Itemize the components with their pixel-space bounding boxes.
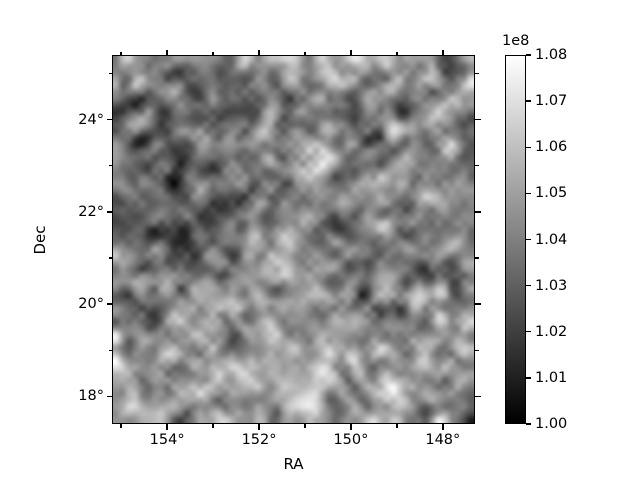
y-tick-minor-right bbox=[475, 165, 479, 167]
colorbar-tick-label: 1.00 bbox=[535, 416, 568, 432]
colorbar-tick-label: 1.02 bbox=[535, 323, 568, 340]
x-tick-major-top bbox=[350, 49, 352, 55]
colorbar-tick bbox=[526, 238, 531, 241]
y-tick-major bbox=[106, 303, 112, 305]
colorbar-tick-label: 1.03 bbox=[535, 277, 568, 294]
colorbar-tick bbox=[526, 146, 531, 148]
x-tick-minor bbox=[304, 424, 306, 428]
y-axis-label: Dec bbox=[31, 225, 49, 255]
colorbar-tick-label: 1.05 bbox=[535, 185, 568, 202]
x-tick-minor bbox=[212, 424, 214, 428]
y-tick-minor bbox=[108, 72, 112, 75]
x-tick-label: 154° bbox=[149, 432, 185, 448]
y-tick-label: 20° bbox=[78, 295, 104, 312]
x-tick-minor-top bbox=[120, 51, 122, 55]
colorbar-tick bbox=[526, 284, 531, 287]
x-tick-major bbox=[166, 424, 168, 430]
y-tick-minor bbox=[108, 349, 112, 351]
x-tick-minor-top bbox=[212, 51, 214, 55]
y-tick-minor-right bbox=[475, 349, 479, 351]
x-tick-major-top bbox=[442, 49, 444, 55]
y-tick-label: 24° bbox=[78, 111, 104, 128]
colorbar-tick-label: 1.08 bbox=[535, 47, 568, 63]
x-tick-minor bbox=[120, 424, 122, 428]
colorbar-tick bbox=[526, 100, 531, 102]
y-tick-major bbox=[106, 395, 112, 398]
x-tick-minor-top bbox=[304, 51, 306, 55]
y-tick-major bbox=[106, 211, 112, 213]
x-tick-major-top bbox=[258, 49, 260, 55]
y-tick-label: 18° bbox=[78, 388, 104, 405]
x-tick-major bbox=[258, 424, 260, 430]
colorbar-tick-label: 1.06 bbox=[535, 139, 568, 156]
colorbar-tick bbox=[526, 331, 531, 333]
colorbar-tick bbox=[526, 54, 531, 56]
x-tick-major-top bbox=[166, 49, 168, 55]
y-tick-minor-right bbox=[475, 257, 479, 259]
colorbar-tick bbox=[526, 192, 531, 195]
x-tick-label: 148° bbox=[425, 432, 461, 448]
x-tick-major bbox=[442, 424, 444, 430]
y-tick-major-right bbox=[475, 118, 481, 121]
y-tick-major-right bbox=[475, 395, 481, 398]
sky-map-axes[interactable] bbox=[112, 55, 475, 424]
y-tick-minor-right bbox=[475, 72, 479, 75]
x-tick-minor bbox=[396, 424, 398, 428]
y-tick-label: 22° bbox=[78, 203, 104, 220]
colorbar-offset-text: 1e8 bbox=[502, 33, 530, 49]
y-tick-major-right bbox=[475, 303, 481, 305]
colorbar-tick-label: 1.07 bbox=[535, 93, 568, 110]
y-tick-minor bbox=[108, 165, 112, 167]
y-tick-minor bbox=[108, 257, 112, 259]
x-tick-minor-top bbox=[396, 51, 398, 55]
colorbar-tick bbox=[526, 377, 531, 379]
y-tick-major-right bbox=[475, 211, 481, 213]
x-axis-label: RA bbox=[283, 455, 304, 473]
colorbar-tick-label: 1.04 bbox=[535, 231, 568, 248]
colorbar-tick bbox=[526, 423, 531, 425]
heatmap-image bbox=[113, 56, 474, 423]
x-tick-label: 150° bbox=[333, 432, 369, 448]
colorbar-tick-label: 1.01 bbox=[535, 369, 568, 386]
x-tick-major bbox=[350, 424, 352, 430]
colorbar[interactable] bbox=[505, 55, 526, 424]
x-tick-label: 152° bbox=[241, 432, 277, 448]
y-tick-major bbox=[106, 118, 112, 121]
